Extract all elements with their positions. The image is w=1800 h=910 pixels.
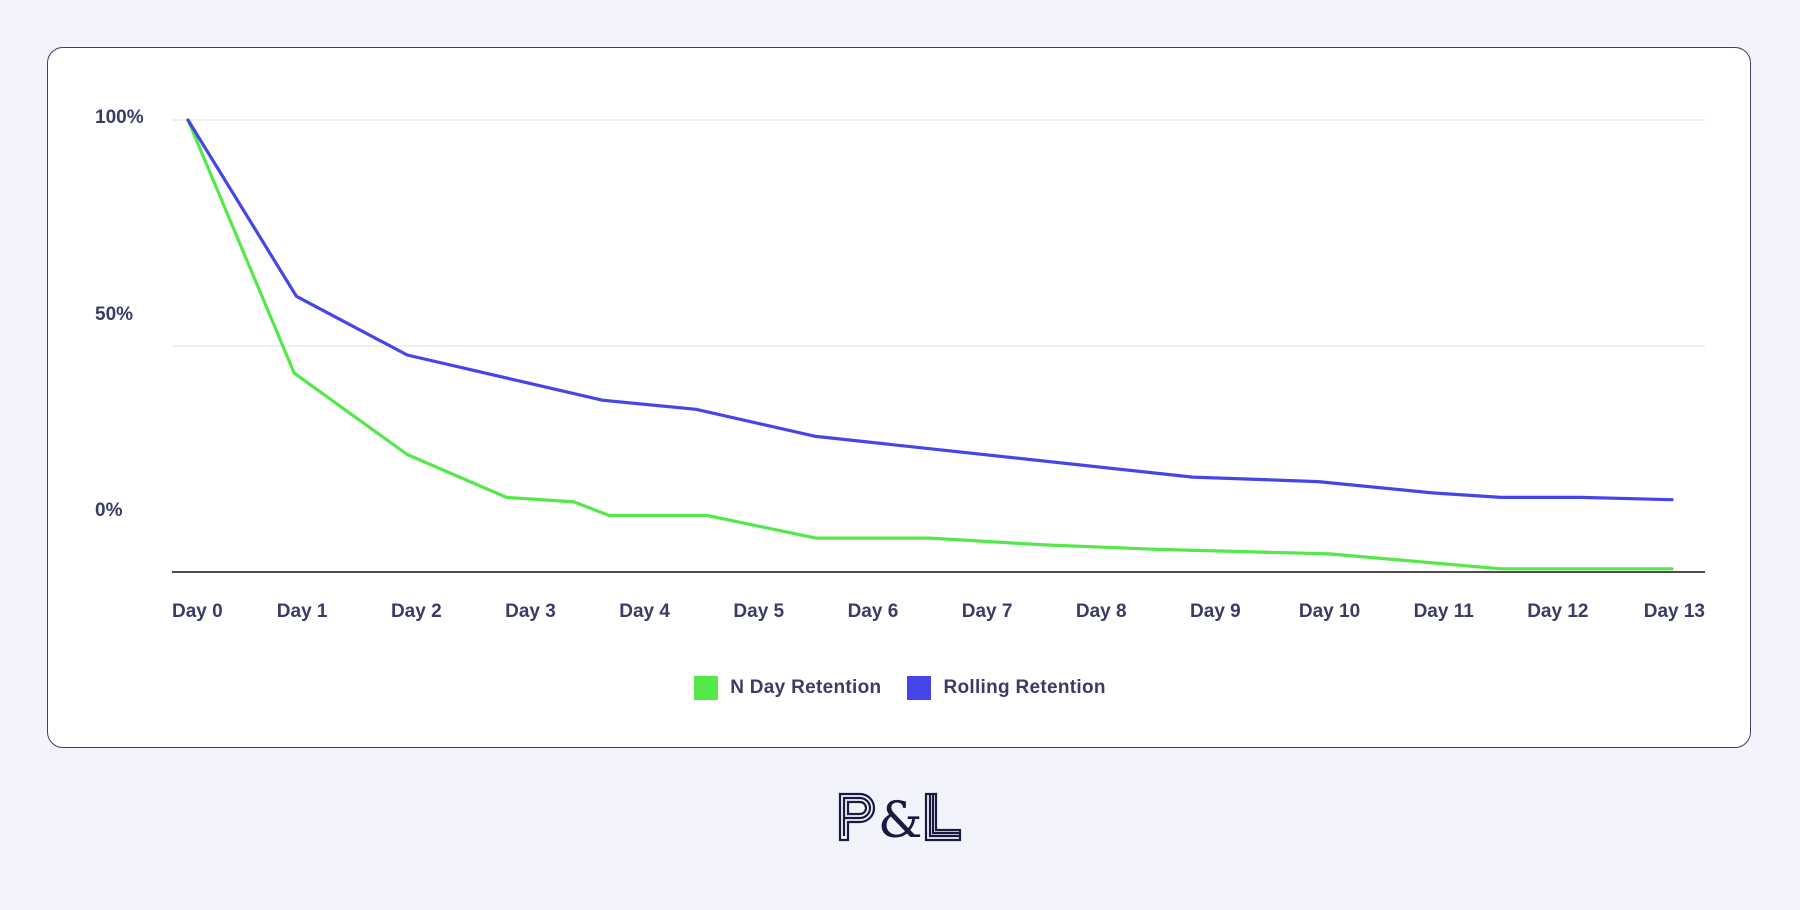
x-tick-label: Day 13 [1644,601,1705,622]
chart-card [47,47,1751,748]
y-tick-label: 100% [95,107,144,128]
x-tick-label: Day 12 [1527,601,1588,622]
x-tick-label: Day 4 [619,601,670,622]
y-tick-label: 0% [95,500,123,521]
svg-text:&: & [878,791,923,842]
x-tick-label: Day 8 [1076,601,1127,622]
x-tick-label: Day 11 [1414,601,1475,622]
series-line-n-day-retention [186,118,1674,571]
legend-swatch-n-day [694,676,719,700]
y-axis-ticks: 100% 50% 0% [95,107,144,521]
x-tick-label: Day 7 [962,601,1013,622]
x-tick-label: Day 3 [505,601,556,622]
x-tick-label: Day 1 [277,601,328,622]
pl-logo: & [838,791,962,842]
legend: N Day Retention Rolling Retention [0,676,1800,700]
x-tick-label: Day 6 [848,601,899,622]
y-tick-label: 50% [95,304,133,325]
legend-swatch-rolling [907,676,932,700]
x-axis-ticks: Day 0 Day 1 Day 2 Day 3 Day 4 Day 5 Day 6 Day 7… [172,601,1705,622]
series-group [186,118,1674,571]
legend-item-n-day-retention[interactable]: N Day Retention [694,676,881,700]
x-tick-label: Day 9 [1190,601,1241,622]
legend-label-rolling: Rolling Retention [943,677,1106,698]
x-tick-label: Day 10 [1299,601,1360,622]
x-tick-label: Day 2 [391,601,442,622]
x-tick-label: Day 5 [733,601,784,622]
x-tick-label: Day 0 [172,601,223,622]
legend-item-rolling-retention[interactable]: Rolling Retention [907,676,1106,700]
grid [172,119,1705,573]
legend-label-n-day: N Day Retention [730,677,882,698]
series-line-rolling-retention [186,118,1674,502]
